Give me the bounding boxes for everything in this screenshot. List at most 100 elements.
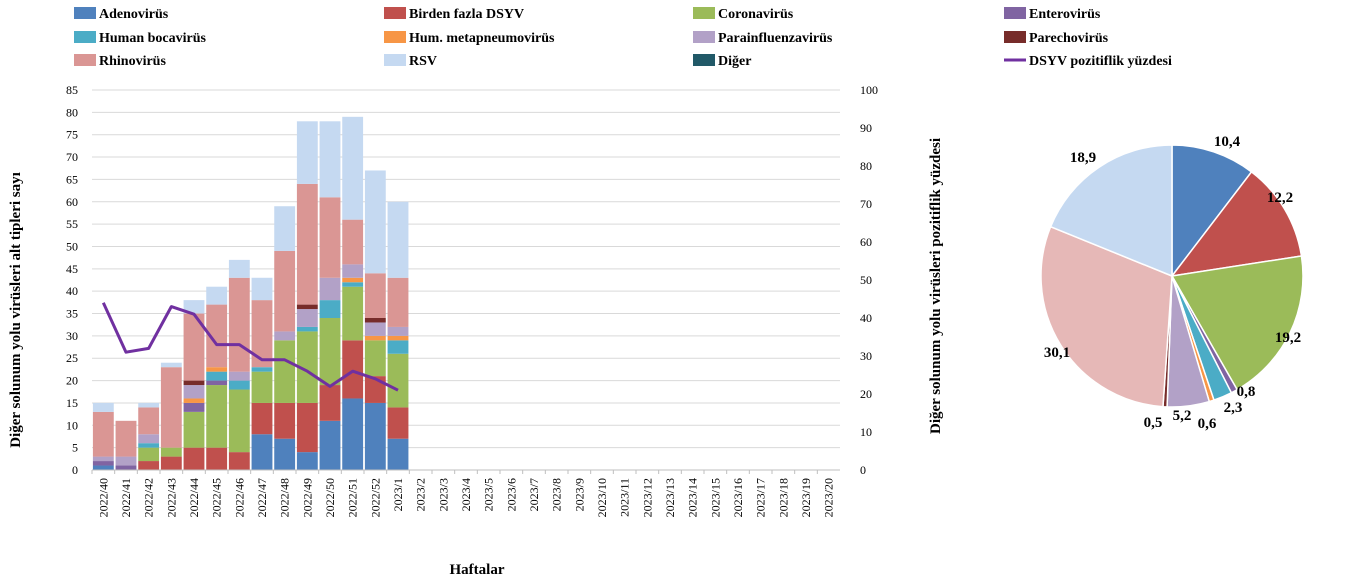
y2-axis-title: Diğer solunum yolu virüsleri pozitiflik …: [928, 138, 944, 434]
bar-segment: [274, 438, 296, 470]
bar-segment: [206, 286, 228, 305]
bar-segment: [92, 461, 114, 466]
bar-segment: [160, 447, 182, 457]
x-tick-label: 2023/2: [414, 478, 428, 511]
bar-segment: [364, 170, 386, 274]
x-tick-label: 2022/49: [300, 478, 314, 517]
y-tick-label: 5: [72, 441, 78, 455]
bar-segment: [228, 380, 250, 390]
bar-segment: [206, 380, 228, 386]
bar-segment: [228, 452, 250, 470]
x-tick-label: 2023/13: [663, 478, 677, 517]
bar-segment: [115, 465, 137, 470]
bar-segment: [160, 362, 182, 368]
y-tick-label: 15: [66, 396, 78, 410]
x-tick-label: 2023/6: [504, 478, 518, 511]
bar-segment: [251, 371, 273, 403]
pie-slice-label: 12,2: [1267, 190, 1293, 206]
bar-segment: [319, 300, 341, 318]
bar-segment: [115, 420, 137, 457]
pie-slice: [1170, 170, 1303, 278]
line-path: [101, 302, 399, 392]
bar-segment: [274, 331, 296, 341]
x-tick-label: 2023/4: [459, 478, 473, 511]
y-tick-label: 55: [66, 217, 78, 231]
bar-segment: [183, 300, 205, 314]
x-tick-label: 2023/14: [686, 478, 700, 517]
legend-swatch: [74, 54, 96, 66]
y2-tick-label: 60: [860, 235, 872, 249]
y2-tick-label: 10: [860, 425, 872, 439]
bar-segment: [296, 304, 318, 310]
bar-segment: [160, 456, 182, 470]
legend-item: Birden fazla DSYV: [384, 7, 524, 22]
x-tick-label: 2022/51: [346, 478, 360, 517]
y2-tick-label: 70: [860, 197, 872, 211]
bar-segment: [387, 353, 409, 408]
pie-slice-label: 0,8: [1237, 384, 1256, 400]
legend-label: Enterovirüs: [1029, 7, 1101, 22]
legend-item: Rhinovirüs: [74, 54, 166, 69]
legend-item: Hum. metapneumovirüs: [384, 31, 555, 46]
bar-segment: [206, 371, 228, 381]
legend-item: Parechovirüs: [1004, 31, 1109, 46]
bar-segment: [342, 340, 364, 399]
pie-slice-label: 30,1: [1044, 345, 1070, 361]
y-tick-label: 35: [66, 307, 78, 321]
x-tick-label: 2023/20: [822, 478, 836, 517]
bar-segment: [183, 380, 205, 386]
legend-swatch: [1004, 7, 1026, 19]
y-tick-label: 60: [66, 195, 78, 209]
bar-segment: [138, 447, 160, 462]
legend-label: DSYV pozitiflik yüzdesi: [1029, 54, 1172, 69]
x-tick-label: 2022/44: [187, 478, 201, 517]
bar-segment: [183, 402, 205, 412]
bar-segment: [319, 318, 341, 386]
bar-segment: [251, 402, 273, 435]
pie-slice: [1040, 225, 1173, 408]
bar-segment: [364, 318, 386, 323]
y-tick-label: 80: [66, 105, 78, 119]
bar-segment: [342, 282, 364, 287]
bar-segment: [251, 434, 273, 470]
y2-tick-label: 30: [860, 349, 872, 363]
y-axis-title: Diğer solunum yolu virüsleri alt tipleri…: [8, 172, 24, 448]
bar-segment: [115, 456, 137, 466]
bar-segment: [364, 340, 386, 377]
bar-segment: [206, 367, 228, 372]
x-tick-label: 2023/16: [731, 478, 745, 517]
y-tick-label: 65: [66, 172, 78, 186]
bar-segment: [296, 331, 318, 403]
positivity-line: [101, 302, 399, 392]
bar-segment: [138, 443, 160, 448]
x-tick-label: 2023/8: [550, 478, 564, 511]
y-tick-label: 0: [72, 463, 78, 477]
legend-label: Birden fazla DSYV: [409, 7, 524, 22]
pie-slice-label: 18,9: [1070, 150, 1096, 166]
pie-slice: [1049, 144, 1173, 278]
x-tick-label: 2023/11: [618, 478, 632, 517]
y-tick-label: 30: [66, 329, 78, 343]
legend-item: Human bocavirüs: [74, 31, 207, 46]
x-tick-label: 2023/3: [436, 478, 450, 511]
bar-segment: [342, 264, 364, 278]
legend-swatch: [693, 7, 715, 19]
bar-segment: [92, 402, 114, 412]
x-tick-label: 2023/12: [640, 478, 654, 517]
legend-label: RSV: [409, 54, 437, 69]
y-tick-label: 40: [66, 284, 78, 298]
x-tick-label: 2023/18: [776, 478, 790, 517]
bar-segment: [387, 201, 409, 278]
bar-segment: [387, 407, 409, 439]
bar-segment: [387, 335, 409, 341]
bar-segment: [206, 385, 228, 448]
bar-segment: [364, 322, 386, 336]
legend-item: Adenovirüs: [74, 7, 169, 22]
legend-label: Hum. metapneumovirüs: [409, 31, 555, 46]
x-tick-label: 2022/45: [210, 478, 224, 517]
bar-segment: [183, 411, 205, 448]
x-tick-label: 2023/17: [754, 478, 768, 517]
x-tick-label: 2022/52: [368, 478, 382, 517]
bar-segment: [387, 438, 409, 470]
bar-segment: [160, 367, 182, 448]
